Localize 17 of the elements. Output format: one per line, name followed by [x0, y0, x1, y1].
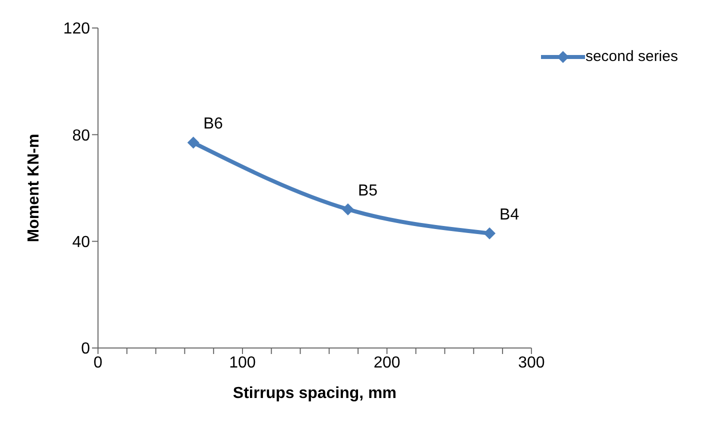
point: [187, 136, 200, 149]
annotation: B4: [500, 206, 520, 224]
y-tick-label: 120: [63, 20, 90, 38]
point: [484, 227, 496, 240]
y-tick-label: 0: [81, 340, 90, 358]
point: [342, 203, 354, 216]
x-tick-label: 100: [229, 354, 256, 372]
x-tick-label: 200: [374, 354, 400, 372]
x-axis-title: Stirrups spacing, mm: [232, 385, 397, 402]
x-tick-label: 0: [94, 354, 103, 372]
y-tick-label: 40: [72, 234, 90, 252]
legend-label: second series: [585, 48, 678, 65]
annotation: B6: [203, 116, 224, 133]
x-tick-label: 300: [518, 354, 545, 372]
y-axis-title: Moment KN-m: [26, 134, 43, 242]
y-tick-label: 80: [72, 127, 90, 144]
annotation: B5: [358, 182, 378, 200]
